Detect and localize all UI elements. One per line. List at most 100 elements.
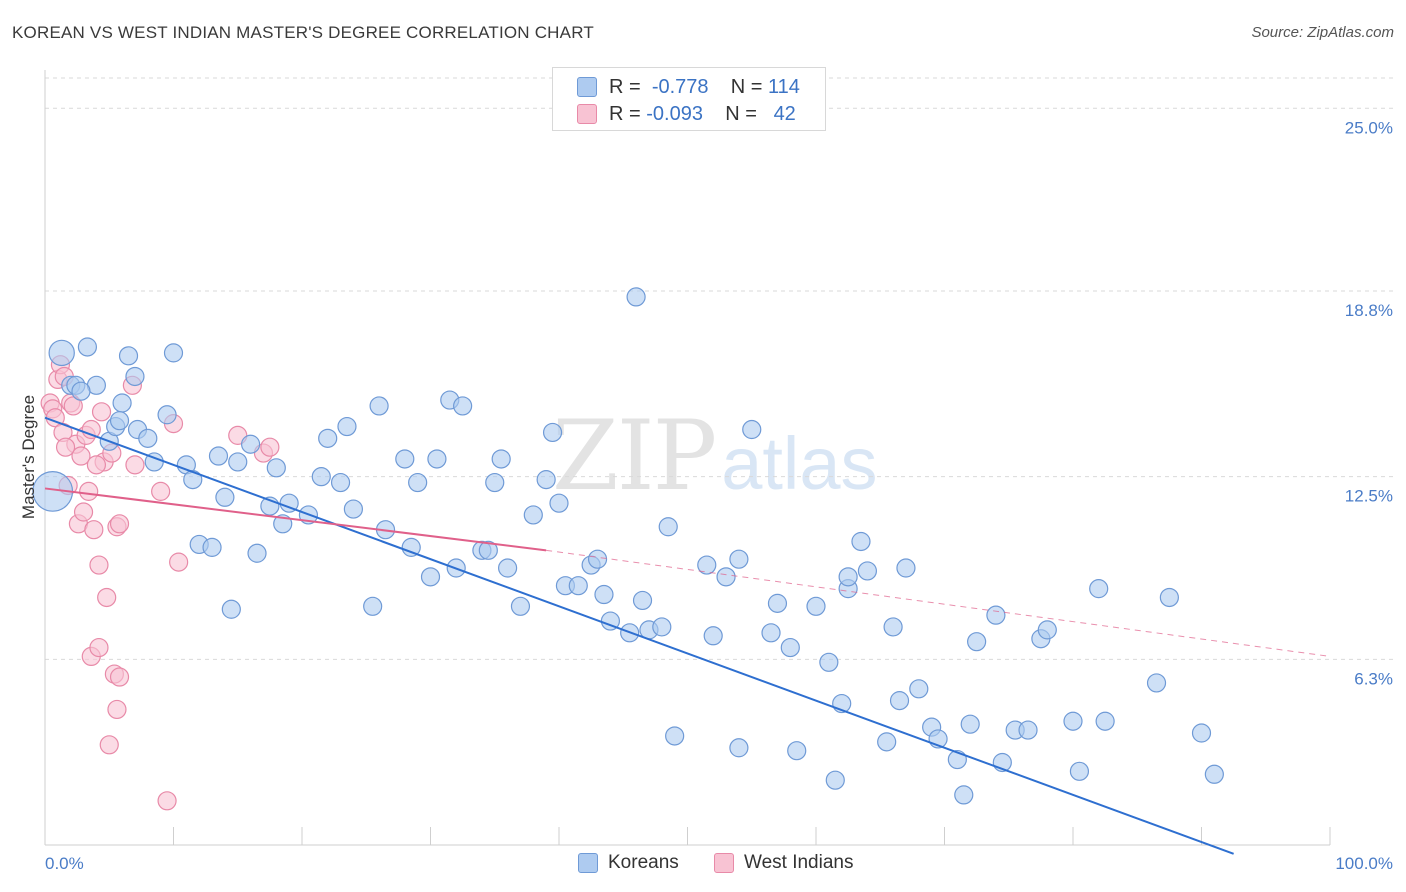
tick-labels: 6.3% 12.5% 18.8% 25.0% 0.0% 100.0% <box>45 118 1393 873</box>
korean-point <box>1018 720 1038 740</box>
korean-point <box>337 416 357 437</box>
korean-point <box>202 537 222 557</box>
korean-point <box>697 555 717 575</box>
y-axis-label: Master's Degree <box>19 395 38 519</box>
korean-point <box>408 472 428 493</box>
korean-point <box>819 652 839 672</box>
korean-point <box>138 428 158 448</box>
korean-point <box>909 679 929 699</box>
korean-point <box>363 596 383 616</box>
korean-point <box>1159 587 1179 608</box>
korean-point <box>536 470 556 490</box>
west-indian-swatch <box>714 853 734 873</box>
korean-point <box>729 549 749 569</box>
korean-point <box>729 738 749 758</box>
korean-point <box>369 396 389 416</box>
korean-point <box>208 446 229 466</box>
korean-point <box>652 617 672 637</box>
korean-point <box>241 434 261 454</box>
korean-point <box>703 626 723 646</box>
legend-n-value: 42 <box>773 102 796 125</box>
korean-point <box>549 493 569 513</box>
korean-point <box>838 567 858 587</box>
west-indian-trend-line <box>44 487 547 552</box>
west-indian-point <box>169 552 189 572</box>
korean-point <box>420 567 441 587</box>
korean-point <box>1204 764 1224 784</box>
legend-r-label: R = <box>609 75 641 98</box>
korean-point <box>1146 673 1167 693</box>
x-tick-label: 100.0% <box>1335 854 1393 873</box>
korean-point <box>960 714 980 734</box>
korean-point <box>851 531 871 552</box>
korean-point <box>825 770 845 790</box>
legend-n-label: N = <box>725 102 757 125</box>
korean-point <box>1037 620 1057 640</box>
korean-point <box>568 576 588 596</box>
legend-item-koreans: Koreans <box>578 852 679 874</box>
legend-row-koreans: R = -0.778 N = 114 <box>577 75 800 99</box>
korean-point <box>877 732 897 752</box>
korean-point <box>221 599 241 619</box>
korean-point <box>767 593 788 613</box>
korean-point <box>626 287 646 307</box>
korean-point <box>318 428 338 448</box>
korean-point <box>491 449 511 469</box>
west-indian-point <box>81 419 101 440</box>
korean-point <box>112 393 132 413</box>
korean-point <box>109 411 130 431</box>
korean-point <box>48 339 75 367</box>
korean-point <box>157 405 177 425</box>
korean-point <box>228 452 248 472</box>
korean-point <box>1191 723 1212 743</box>
korean-point <box>453 396 473 416</box>
korean-point <box>485 472 505 493</box>
korean-point <box>594 584 614 605</box>
korean-point <box>395 449 415 469</box>
west-indian-swatch <box>577 104 597 124</box>
korean-point <box>266 458 286 478</box>
legend-r-value: -0.093 <box>646 102 703 125</box>
korean-point <box>125 366 145 387</box>
watermark-zip: ZIP <box>552 400 717 512</box>
korean-point <box>542 422 563 443</box>
korean-trend-line <box>44 416 1234 855</box>
west-indian-point <box>109 667 130 687</box>
correlation-legend: R = -0.778 N = 114 R = -0.093 N = 42 <box>552 67 826 131</box>
west-indian-points <box>40 355 280 811</box>
legend-label-koreans: Koreans <box>608 852 679 873</box>
korean-point <box>401 537 421 557</box>
west-indian-point <box>55 437 76 457</box>
korean-swatch <box>577 77 597 97</box>
korean-point <box>806 596 826 616</box>
source-label: Source: ZipAtlas.com <box>1251 24 1394 41</box>
west-indian-point <box>151 481 171 501</box>
west-indian-point <box>73 502 94 522</box>
axes <box>44 70 1331 846</box>
korean-point <box>498 558 518 578</box>
y-tick-label: 25.0% <box>1345 118 1393 137</box>
west-indian-point <box>86 455 107 475</box>
west-indian-point <box>89 555 109 575</box>
korean-point <box>330 472 351 493</box>
west-indian-point <box>107 699 127 720</box>
korean-point <box>716 567 736 587</box>
korean-point <box>343 499 363 519</box>
west-indian-point <box>91 402 112 422</box>
legend-r-value: -0.778 <box>651 75 709 98</box>
west-indian-trend-extension <box>546 549 1331 657</box>
west-indian-point <box>79 481 99 501</box>
korean-point <box>883 617 903 637</box>
west-indian-point <box>63 396 83 416</box>
korean-point <box>510 596 531 616</box>
korean-point <box>183 470 203 490</box>
y-tick-label: 12.5% <box>1345 487 1393 506</box>
korean-point <box>658 517 678 537</box>
korean-point <box>118 346 139 366</box>
korean-point <box>954 785 974 805</box>
korean-point <box>780 637 800 658</box>
west-indian-point <box>260 437 280 457</box>
series-legend: Koreans West Indians <box>0 852 1406 876</box>
korean-point <box>427 449 447 469</box>
x-tick-label: 0.0% <box>45 854 84 873</box>
